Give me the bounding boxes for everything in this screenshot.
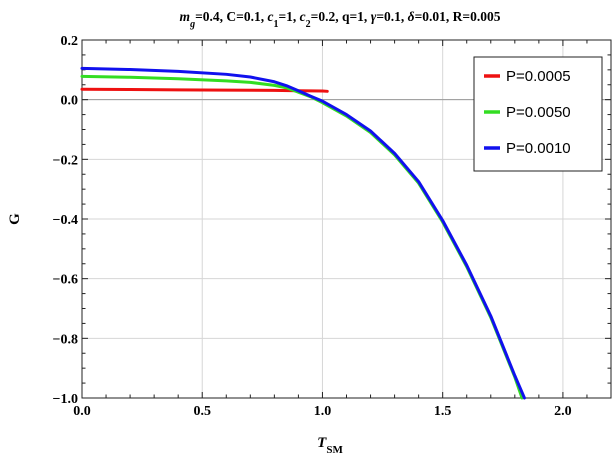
y-tick-label: 0.2 bbox=[61, 34, 79, 49]
series-line-0 bbox=[80, 87, 329, 93]
x-tick-label: 1.0 bbox=[314, 404, 332, 419]
y-tick-label: −0.8 bbox=[53, 332, 78, 347]
axis-ticks bbox=[81, 39, 612, 399]
y-tick-label: −0.4 bbox=[53, 213, 78, 228]
x-tick-label: 1.5 bbox=[434, 404, 452, 419]
y-tick-label: −1.0 bbox=[53, 392, 78, 407]
x-tick-label: 2.0 bbox=[554, 404, 572, 419]
tick-labels: 0.0 0.5 1.0 1.5 2.0 0.2 0.0 −0.2 −0.4 −0.6 −0.8 −1.… bbox=[53, 34, 572, 419]
legend-label-1: P=0.0050 bbox=[506, 104, 571, 121]
series-lines bbox=[80, 66, 526, 400]
y-tick-label: −0.6 bbox=[53, 273, 78, 288]
x-axis-label: TSM bbox=[317, 435, 343, 455]
y-tick-label: −0.2 bbox=[53, 153, 78, 168]
legend: P=0.0005 P=0.0050 P=0.0010 bbox=[473, 56, 603, 172]
x-tick-label: 0.5 bbox=[193, 404, 211, 419]
legend-label-2: P=0.0010 bbox=[506, 140, 571, 157]
y-axis-label: G bbox=[7, 213, 23, 225]
legend-label-0: P=0.0005 bbox=[506, 68, 571, 85]
y-tick-label: 0.0 bbox=[61, 94, 79, 109]
x-tick-label: 0.0 bbox=[73, 404, 91, 419]
series-line-2 bbox=[80, 66, 526, 400]
chart-title: mg=0.4, C=0.1, c1=1, c2=0.2, q=1, γ=0.1,… bbox=[180, 9, 501, 30]
